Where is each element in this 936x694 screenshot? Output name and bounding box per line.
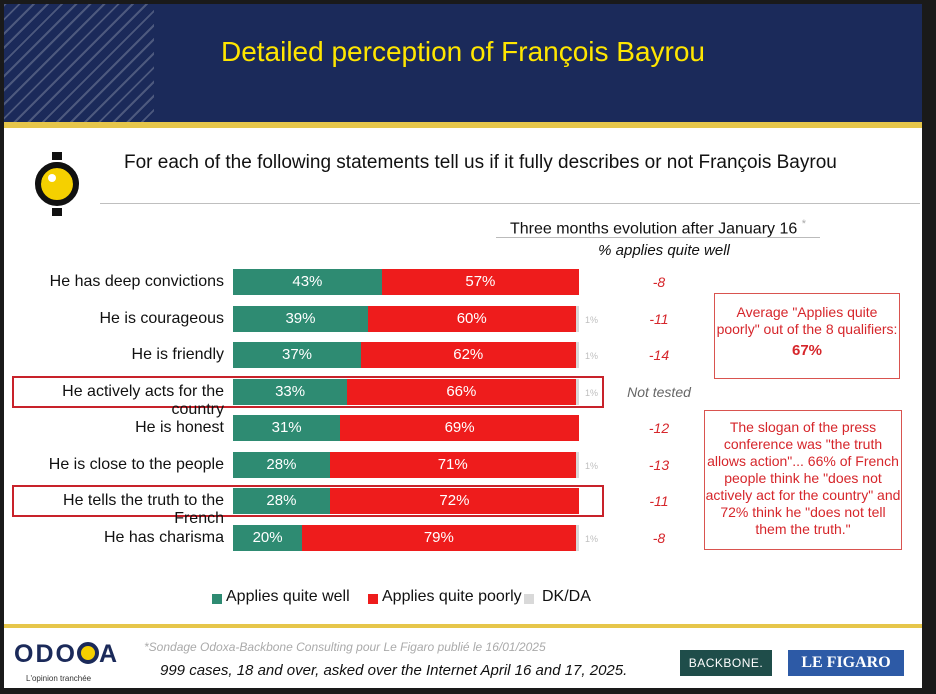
bar-dk-da bbox=[575, 306, 579, 332]
evolution-value: -14 bbox=[648, 347, 670, 363]
header-banner: Detailed perception of François Bayrou bbox=[4, 4, 922, 122]
evolution-subheading: % applies quite well bbox=[598, 242, 730, 259]
source-note: *Sondage Odoxa-Backbone Consulting pour … bbox=[144, 640, 546, 654]
survey-question: For each of the following statements tel… bbox=[124, 152, 837, 173]
legend-label-poorly: Applies quite poorly bbox=[382, 588, 522, 605]
evolution-value: -8 bbox=[652, 274, 666, 290]
chart-legend: Applies quite well Applies quite poorly … bbox=[4, 588, 922, 610]
category-label: He is courageous bbox=[99, 310, 224, 327]
category-label: He actively acts for the country bbox=[62, 383, 224, 418]
evolution-value: -11 bbox=[649, 493, 669, 509]
legend-swatch-dk bbox=[524, 594, 534, 604]
bar-dk-da bbox=[575, 342, 579, 368]
bar-dk-da bbox=[575, 379, 579, 405]
dk-da-label: 1% bbox=[585, 461, 599, 471]
highlight-box bbox=[12, 485, 604, 517]
page-title: Detailed perception of François Bayrou bbox=[220, 36, 706, 67]
average-note-text: Average "Applies quite poorly" out of th… bbox=[716, 304, 898, 337]
bar-applies-well: 20% bbox=[233, 525, 303, 551]
evolution-value: -12 bbox=[648, 420, 670, 436]
category-label: He is close to the people bbox=[48, 456, 224, 473]
dk-da-label: 1% bbox=[585, 388, 599, 398]
bar-applies-well: 37% bbox=[233, 342, 362, 368]
bar-applies-well: 33% bbox=[233, 379, 348, 405]
bar-applies-well: 28% bbox=[233, 452, 330, 478]
gold-divider bbox=[4, 122, 922, 128]
bar-applies-poorly: 72% bbox=[329, 488, 579, 514]
evolution-heading-text: Three months evolution after January 16 bbox=[509, 220, 798, 238]
bar-applies-poorly: 66% bbox=[347, 379, 576, 405]
bar-applies-well: 39% bbox=[233, 306, 368, 332]
bar-applies-poorly: 60% bbox=[367, 306, 576, 332]
evolution-heading: Three months evolution after January 16 … bbox=[496, 212, 820, 238]
bar-applies-well: 28% bbox=[233, 488, 330, 514]
legend-swatch-poorly bbox=[368, 594, 378, 604]
evolution-value: -8 bbox=[652, 530, 666, 546]
bar-dk-da bbox=[575, 525, 579, 551]
category-label: He has deep convictions bbox=[49, 273, 224, 290]
decorative-stripes bbox=[4, 4, 154, 122]
bar-dk-da bbox=[575, 452, 579, 478]
bar-applies-poorly: 62% bbox=[361, 342, 576, 368]
bar-applies-poorly: 71% bbox=[329, 452, 576, 478]
average-note: Average "Applies quite poorly" out of th… bbox=[714, 293, 900, 379]
le-figaro-logo: LE FIGARO bbox=[788, 650, 904, 676]
odoxa-tagline: L'opinion tranchée bbox=[26, 674, 92, 683]
evolution-value: -13 bbox=[648, 457, 670, 473]
highlight-box bbox=[12, 376, 604, 408]
bar-applies-well: 43% bbox=[233, 269, 382, 295]
sample-note: 999 cases, 18 and over, asked over the I… bbox=[160, 662, 628, 679]
evolution-value: Not tested bbox=[627, 384, 691, 400]
dk-da-label: 1% bbox=[585, 351, 599, 361]
bar-applies-poorly: 79% bbox=[302, 525, 576, 551]
bar-applies-poorly: 57% bbox=[381, 269, 579, 295]
category-label: He tells the truth to the French bbox=[63, 492, 224, 527]
backbone-logo: BACKBONE. bbox=[680, 650, 772, 676]
bar-applies-poorly: 69% bbox=[340, 415, 579, 441]
evolution-star: * bbox=[801, 218, 806, 230]
odoxa-logo-o-icon bbox=[76, 642, 99, 664]
question-rule bbox=[100, 203, 920, 204]
average-note-value: 67% bbox=[791, 342, 823, 359]
category-label: He is friendly bbox=[131, 346, 224, 363]
category-label: He is honest bbox=[135, 419, 224, 436]
dk-da-label: 1% bbox=[585, 315, 599, 325]
legend-swatch-well bbox=[212, 594, 222, 604]
bar-applies-well: 31% bbox=[233, 415, 341, 441]
odoxa-o-icon bbox=[35, 152, 79, 216]
slide: Detailed perception of François Bayrou F… bbox=[4, 4, 922, 688]
dk-da-label: 1% bbox=[585, 534, 599, 544]
legend-label-dk: DK/DA bbox=[542, 588, 591, 605]
evolution-value: -11 bbox=[649, 311, 669, 327]
odoxa-logo: ODO A bbox=[14, 640, 120, 668]
footer-divider bbox=[4, 624, 922, 628]
legend-label-well: Applies quite well bbox=[226, 588, 350, 605]
category-label: He has charisma bbox=[103, 529, 224, 546]
slogan-note: The slogan of the press conference was "… bbox=[704, 410, 902, 550]
